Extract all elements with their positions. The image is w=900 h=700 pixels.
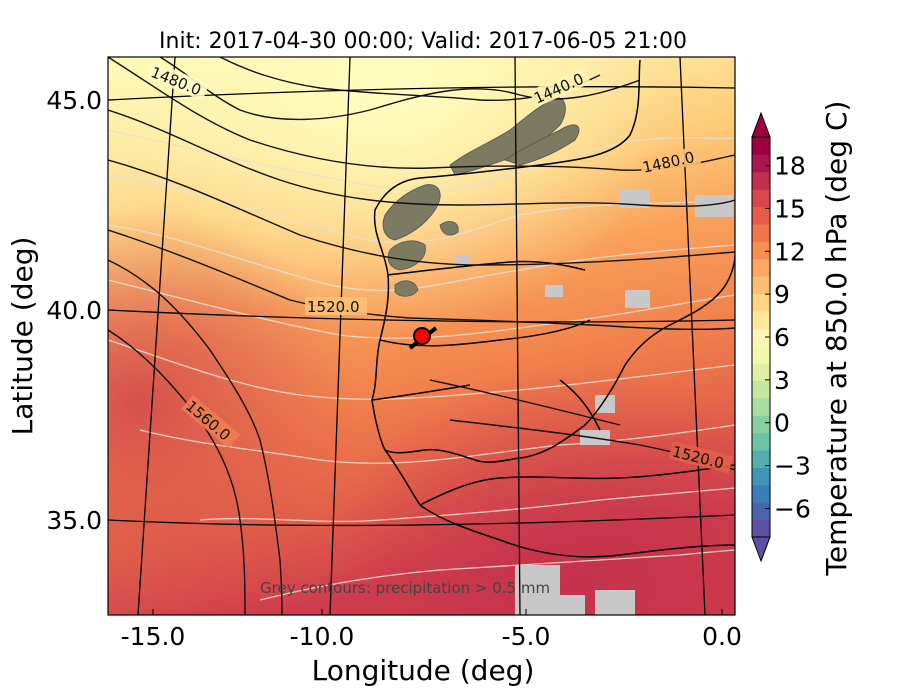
colorbar-tick-label: 6 bbox=[774, 323, 790, 352]
colorbar-band bbox=[752, 310, 770, 329]
colorbar-tick-label: 3 bbox=[774, 366, 790, 395]
colorbar-tick-label: 12 bbox=[774, 237, 806, 266]
x-axis-label: Longitude (deg) bbox=[312, 654, 535, 687]
colorbar-band bbox=[752, 467, 770, 486]
colorbar-band bbox=[752, 380, 770, 399]
colorbar-band bbox=[752, 415, 770, 434]
colorbar-band bbox=[752, 276, 770, 295]
coastlines bbox=[371, 59, 735, 558]
location-marker bbox=[408, 326, 438, 350]
x-tick-label: 0.0 bbox=[702, 622, 742, 651]
colorbar-tick-label: −3 bbox=[774, 452, 811, 481]
y-axis-label: Latitude (deg) bbox=[6, 237, 39, 436]
colorbar-band bbox=[752, 206, 770, 225]
colorbar-band bbox=[752, 171, 770, 190]
x-tick-label: -5.0 bbox=[502, 622, 551, 651]
colorbar-tick-label: −6 bbox=[774, 494, 811, 523]
point-marker bbox=[413, 327, 431, 345]
x-axis: -15.0 -10.0 -5.0 0.0 Longitude (deg) bbox=[121, 609, 742, 687]
colorbar-band bbox=[752, 223, 770, 242]
colorbar-band bbox=[752, 363, 770, 381]
colorbar-band bbox=[752, 397, 770, 416]
colorbar-label: Temperature at 850.0 hPa (deg C) bbox=[820, 101, 853, 577]
map-area: 1480.0 1440.0 1480.0 1520.0 1560.0 1520.… bbox=[108, 57, 735, 615]
colorbar-band bbox=[752, 432, 770, 451]
y-tick-label: 45.0 bbox=[46, 86, 102, 115]
precipitation-note: Grey contours: precipitation > 0.5 mm bbox=[260, 579, 550, 597]
graticule bbox=[108, 57, 735, 615]
colorbar-band bbox=[752, 293, 770, 312]
colorbar-tick-label: 18 bbox=[774, 152, 806, 181]
heavy-precipitation-areas bbox=[382, 97, 580, 297]
colorbar-band bbox=[752, 450, 770, 468]
contour-label: 1520.0 bbox=[307, 298, 360, 316]
colorbar-band bbox=[752, 137, 770, 155]
colorbar-max-extend bbox=[751, 111, 771, 138]
colorbar-band bbox=[752, 189, 770, 208]
colorbar-band bbox=[752, 519, 770, 538]
colorbar-ticks: 18 15 12 9 6 3 0 −3 −6 bbox=[765, 152, 811, 523]
x-tick-label: -10.0 bbox=[290, 622, 355, 651]
colorbar-band bbox=[752, 484, 770, 503]
colorbar-band bbox=[752, 345, 770, 364]
y-tick-label: 35.0 bbox=[46, 506, 102, 535]
map-frame bbox=[107, 56, 736, 616]
precipitation-areas bbox=[455, 190, 733, 615]
colorbar-tick-label: 0 bbox=[774, 409, 790, 438]
colorbar-band bbox=[752, 241, 770, 260]
geopotential-contours bbox=[108, 57, 735, 615]
colorbar-band bbox=[752, 502, 770, 521]
colorbar-tick-label: 9 bbox=[774, 280, 790, 309]
colorbar-band bbox=[752, 154, 770, 173]
plot-title: Init: 2017-04-30 00:00; Valid: 2017-06-0… bbox=[159, 29, 687, 54]
colorbar-tick-label: 15 bbox=[774, 194, 806, 223]
colorbar-band bbox=[752, 328, 770, 347]
y-axis: 45.0 40.0 35.0 Latitude (deg) bbox=[6, 86, 114, 535]
colorbar-bands bbox=[752, 137, 770, 538]
y-tick-label: 40.0 bbox=[46, 296, 102, 325]
colorbar: 18 15 12 9 6 3 0 −3 −6 Temperature at 850.0 hPa … bbox=[751, 101, 853, 577]
x-tick-label: -15.0 bbox=[121, 622, 186, 651]
colorbar-min-extend bbox=[751, 536, 771, 563]
colorbar-band bbox=[752, 258, 770, 277]
